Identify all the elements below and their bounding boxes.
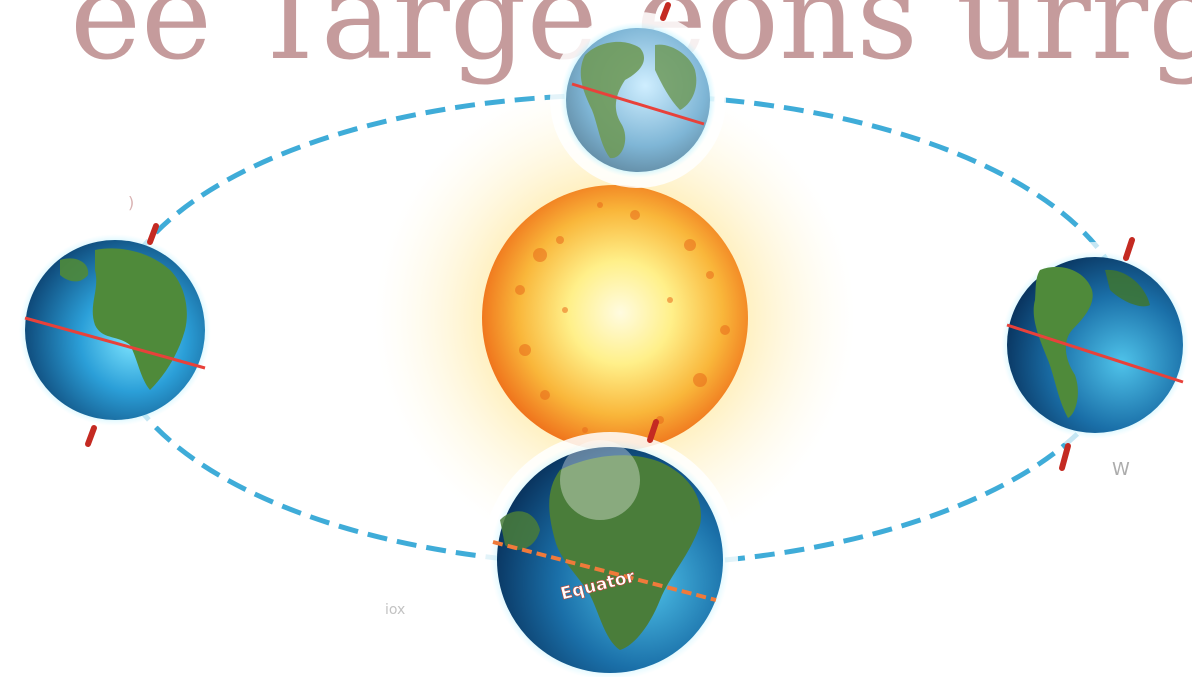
axis-tip-icon xyxy=(1059,443,1071,471)
axis-tip-icon xyxy=(660,2,671,21)
faded-label-fragment: ) xyxy=(128,193,134,212)
equator-line xyxy=(492,540,717,602)
faded-label-fragment: W xyxy=(1112,459,1130,480)
earth-right-icon xyxy=(992,237,1192,471)
axis-tip-icon xyxy=(1123,237,1135,261)
faded-label-fragment: iox xyxy=(385,602,405,618)
earth-left-icon xyxy=(10,223,220,447)
earth-top-icon xyxy=(550,2,726,188)
equator-line xyxy=(571,82,705,126)
axis-tip-icon xyxy=(147,223,159,245)
axis-tip-icon xyxy=(85,425,97,447)
equator-line xyxy=(24,316,206,370)
axis-tip-icon xyxy=(647,419,659,443)
sun-icon xyxy=(482,185,748,451)
equator-line xyxy=(1006,323,1184,384)
earth-bottom-icon: Equator xyxy=(482,419,738,677)
